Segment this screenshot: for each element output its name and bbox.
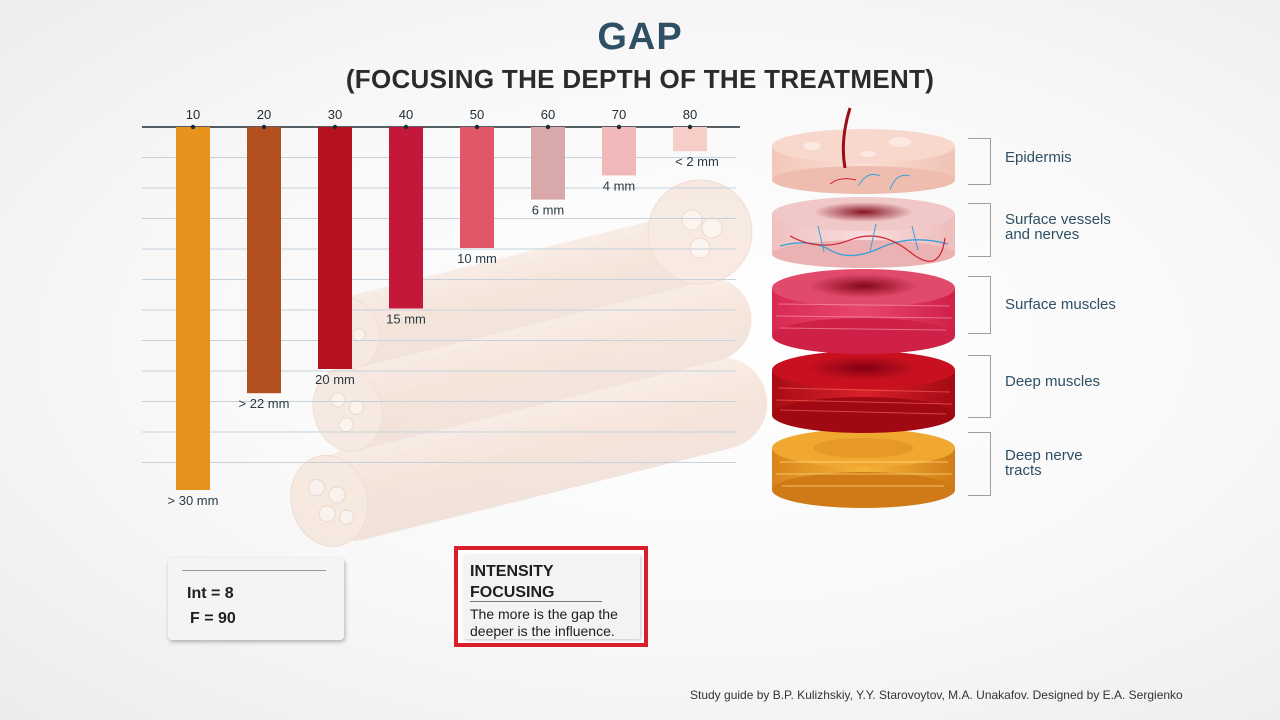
parameters-divider [182,570,326,571]
tick-dot-30 [332,124,338,130]
value-label-40: 15 mm [386,312,426,327]
bar-50 [460,127,494,248]
x-tick-label-50: 50 [470,107,484,122]
chart-title: GAP [597,16,683,58]
value-label-20: > 22 mm [239,396,290,411]
bracket-deep-muscles [968,355,991,418]
focus-card [464,555,640,639]
layer-label-epidermis: Epidermis [1005,149,1072,166]
x-tick-label-70: 70 [612,107,626,122]
chart-subtitle: (FOCUSING THE DEPTH OF THE TREATMENT) [345,64,935,94]
tick-dot-70 [616,124,622,130]
tick-dot-60 [545,124,551,130]
bar-10 [176,127,210,490]
intensity-focusing-box: INTENSITY FOCUSING The more is the gap t… [454,546,648,647]
parameters-box: Int = 8 F = 90 [168,558,344,640]
value-label-60: 6 mm [532,203,565,218]
intensity-value: Int = 8 [187,585,234,602]
x-tick-label-60: 60 [541,107,555,122]
bar-80 [673,127,707,152]
layer-label-deep-muscles: Deep muscles [1005,373,1101,390]
chart-gridlines [142,157,736,463]
tick-dot-20 [261,124,267,130]
layer-label-surface-muscles: Surface muscles [1005,296,1116,313]
focus-title: INTENSITY FOCUSING [470,563,555,601]
x-tick-label-30: 30 [328,107,342,122]
value-label-70: 4 mm [603,178,636,193]
tick-dot-10 [190,124,196,130]
x-tick-label-10: 10 [186,107,200,122]
value-label-10: > 30 mm [168,493,219,508]
bracket-surface-vessels [968,203,991,257]
value-label-80: < 2 mm [675,154,719,169]
value-label-30: 20 mm [315,372,355,387]
value-label-50: 10 mm [457,251,497,266]
tick-dot-50 [474,124,480,130]
skin-layers-illustration [772,107,955,508]
tick-dot-40 [403,124,409,130]
tick-dot-80 [687,124,693,130]
bars-group: 10 > 30 mm 20 > 22 mm 30 20 mm 40 15 mm 50 10 mm 6… [168,107,719,508]
x-tick-label-20: 20 [257,107,271,122]
focus-description: The more is the gap the deeper is the in… [470,606,618,639]
focus-value: F = 90 [190,610,236,627]
bar-70 [602,127,636,176]
bar-40 [389,127,423,309]
bar-30 [318,127,352,369]
bracket-epidermis [968,138,991,185]
focus-divider [470,601,602,602]
bracket-surface-muscles [968,276,991,334]
bar-20 [247,127,281,394]
bracket-deep-nerve-tracts [968,432,991,496]
layer-label-surface-vessels: Surface vessels and nerves [1005,211,1111,243]
layer-label-deep-nerve-tracts: Deep nerve tracts [1005,447,1083,479]
x-tick-label-40: 40 [399,107,413,122]
x-tick-label-80: 80 [683,107,697,122]
credits-text: Study guide by B.P. Kulizhskiy, Y.Y. Sta… [690,688,1183,702]
bar-60 [531,127,565,200]
